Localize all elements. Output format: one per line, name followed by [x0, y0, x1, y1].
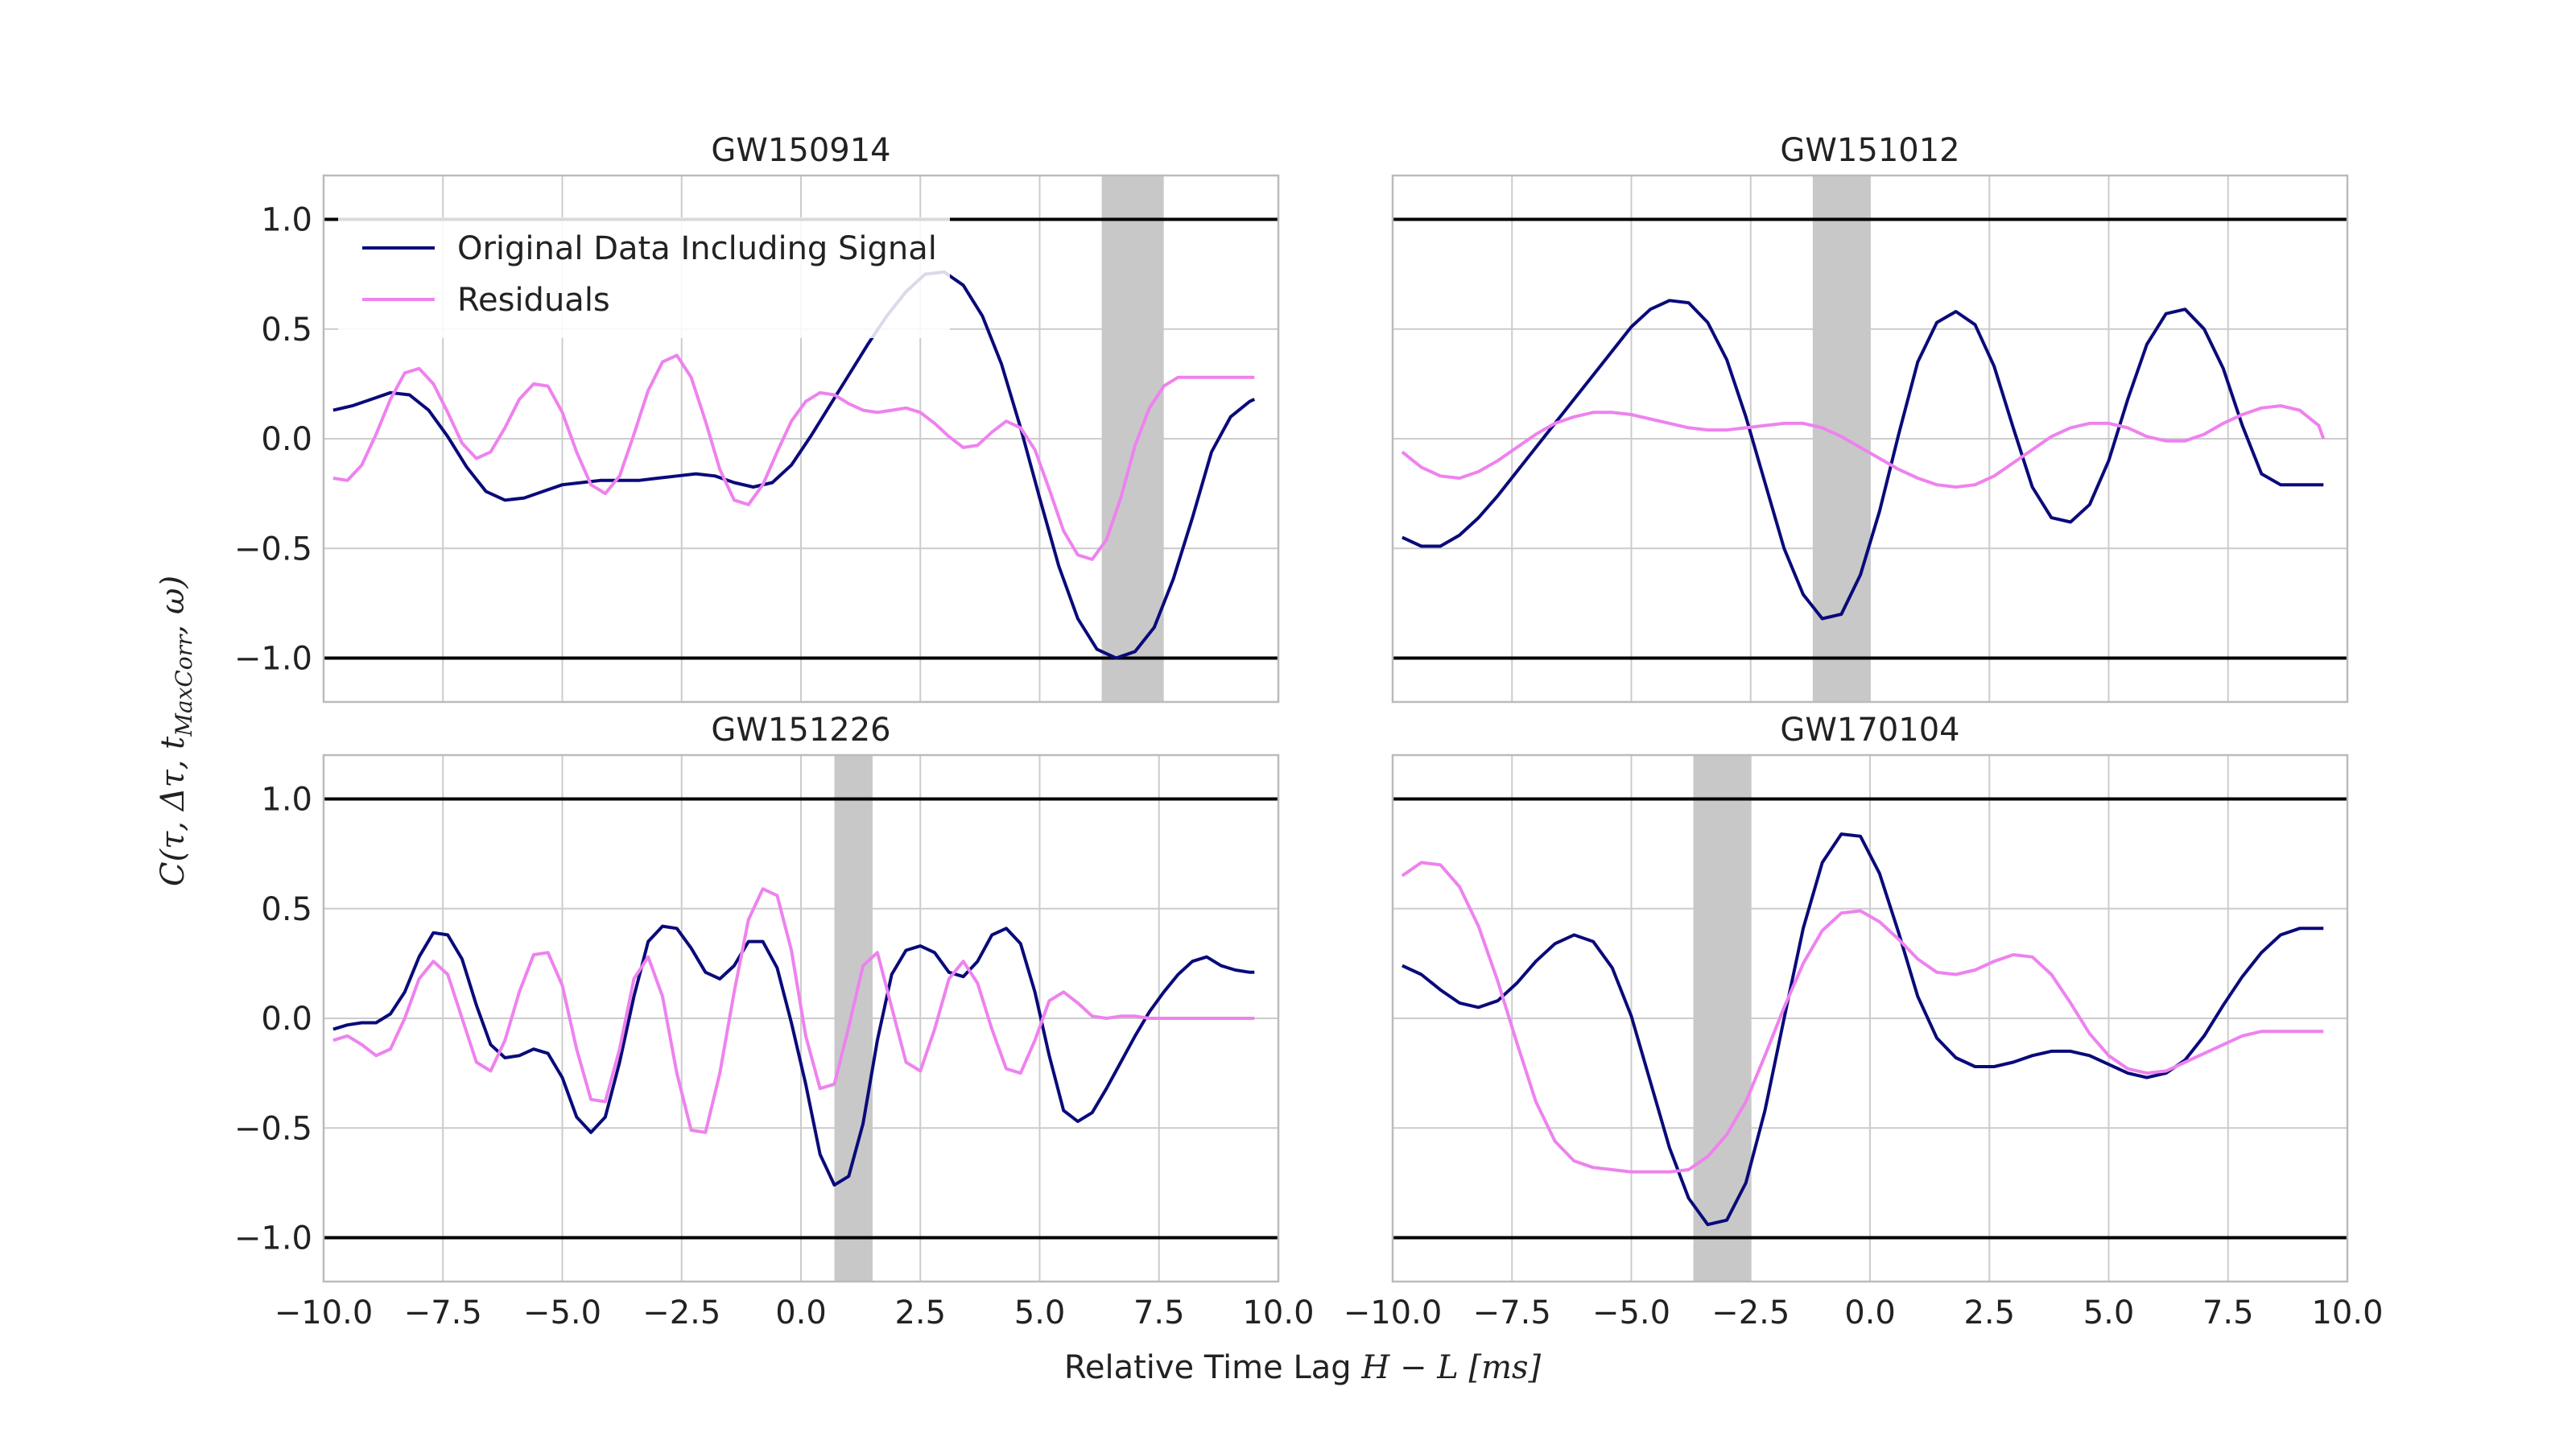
legend-label-residuals: Residuals [457, 282, 610, 319]
series-original [1402, 299, 2324, 621]
series-original [1402, 832, 2324, 1227]
highlight-band [834, 755, 873, 1282]
x-axis-label-math: H − L [ms] [1360, 1349, 1541, 1386]
y-tick-label: 0.5 [261, 312, 312, 349]
x-axis-label: Relative Time Lag H − L [ms] [1064, 1349, 1542, 1386]
axes-frame [322, 174, 1280, 704]
axes-frame [1391, 174, 2349, 704]
y-axis-label-tail: , ω) [155, 576, 192, 635]
x-tick-label: −10.0 [275, 1294, 374, 1331]
x-tick-label: 0.0 [1844, 1294, 1896, 1331]
series-original [332, 924, 1255, 1187]
axes-frame [322, 753, 1280, 1283]
y-axis-label-subscript: MaxCorr [171, 634, 197, 737]
x-tick-label: −10.0 [1344, 1294, 1443, 1331]
x-tick-label: 7.5 [2202, 1294, 2254, 1331]
panel-gw170104: GW170104 −10.0 −7.5 −5.0 −2.5 0.0 2.5 5.0 7.5 10.… [1344, 712, 2384, 1331]
x-tick-label: −7.5 [1473, 1294, 1551, 1331]
x-tick-label: −7.5 [404, 1294, 482, 1331]
panel-title: GW170104 [1780, 712, 1959, 749]
y-axis-label: C(τ, Δτ, tMaxCorr, ω) [155, 576, 197, 886]
x-tick-label: 7.5 [1133, 1294, 1185, 1331]
series-original [332, 270, 1256, 660]
x-tick-label: 2.5 [1963, 1294, 2015, 1331]
y-tick-label: 0.5 [261, 891, 312, 928]
x-tick-label: 5.0 [1014, 1294, 1066, 1331]
x-tick-label: −5.0 [523, 1294, 601, 1331]
panel-gw151226: GW151226 1.0 0.5 0.0 −0.5 −1.0 −10.0 −7.5 −5.0 −2… [234, 712, 1315, 1331]
legend-label-original: Original Data Including Signal [457, 230, 937, 267]
highlight-band [1693, 755, 1751, 1282]
y-tick-label: −0.5 [234, 530, 312, 568]
legend-frame [338, 217, 950, 338]
y-tick-label: 1.0 [261, 202, 312, 239]
series-residuals [332, 887, 1255, 1134]
series-residuals [332, 353, 1255, 561]
panel-gw151012: GW151012 [1391, 132, 2349, 704]
x-tick-label: 2.5 [894, 1294, 946, 1331]
series-residuals [1401, 404, 2326, 489]
y-tick-label: −1.0 [234, 1220, 312, 1257]
y-tick-label: 0.0 [261, 421, 312, 458]
x-tick-label: −2.5 [1711, 1294, 1790, 1331]
x-tick-label: −5.0 [1592, 1294, 1670, 1331]
y-axis-label-main: C(τ, Δτ, t [155, 736, 192, 886]
y-tick-label: 1.0 [261, 782, 312, 819]
y-tick-label: −1.0 [234, 641, 312, 678]
panel-title: GW151226 [711, 712, 890, 749]
x-tick-label: 10.0 [2311, 1294, 2383, 1331]
highlight-band [1101, 175, 1164, 702]
series-residuals [1401, 861, 2324, 1174]
axes-frame [1391, 753, 2349, 1283]
panels: GW150914 1.0 0.5 0.0 −0.5 −1.0 GW151012 GW15122… [234, 132, 2384, 1331]
y-tick-label: 0.0 [261, 1001, 312, 1038]
panel-title: GW150914 [711, 132, 890, 169]
y-tick-label: −0.5 [234, 1110, 312, 1147]
legend: Original Data Including Signal Residuals [338, 217, 950, 338]
x-tick-label: 5.0 [2083, 1294, 2135, 1331]
x-tick-label: −2.5 [642, 1294, 720, 1331]
x-tick-label: 10.0 [1242, 1294, 1314, 1331]
x-axis-label-text: Relative Time Lag [1064, 1349, 1362, 1386]
highlight-band [1812, 175, 1870, 702]
x-tick-label: 0.0 [775, 1294, 827, 1331]
panel-title: GW151012 [1780, 132, 1959, 169]
